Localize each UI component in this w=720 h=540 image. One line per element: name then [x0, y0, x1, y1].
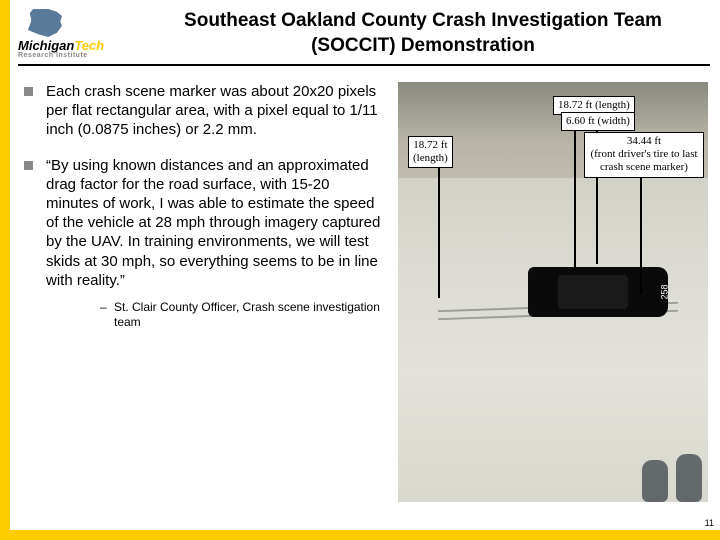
logo-text: MichiganTech Research Institute	[18, 39, 136, 59]
callout-line: (front driver's tire to last crash scene…	[589, 148, 699, 174]
slide-title: Southeast Oakland County Crash Investiga…	[136, 9, 710, 58]
logo-subtitle: Research Institute	[18, 52, 136, 59]
vehicle	[528, 267, 668, 317]
logo: MichiganTech Research Institute	[18, 8, 136, 60]
figure-person-shadow	[676, 454, 702, 502]
slide-header: MichiganTech Research Institute Southeas…	[18, 8, 710, 60]
bullet-list: Each crash scene marker was about 20x20 …	[24, 82, 386, 522]
logo-word-2: Tech	[74, 38, 104, 53]
figure-person-shadow	[642, 460, 668, 502]
leader-line	[574, 126, 576, 268]
logo-word-1: Michigan	[18, 38, 74, 53]
figure-pavement	[398, 178, 708, 502]
callout-line: (length)	[413, 152, 448, 165]
callout-width: 6.60 ft (width)	[561, 112, 635, 131]
callout-line: 18.72 ft	[413, 139, 448, 152]
bullet-item: Each crash scene marker was about 20x20 …	[24, 82, 386, 140]
callout-length-2: 18.72 ft (length)	[408, 136, 453, 168]
page-number: 11	[705, 518, 714, 528]
bullet-item: “By using known distances and an approxi…	[24, 156, 386, 290]
leader-line	[438, 166, 440, 298]
callout-line: 34.44 ft	[589, 135, 699, 148]
quote-attribution: St. Clair County Officer, Crash scene in…	[24, 300, 386, 331]
leader-line	[640, 174, 642, 294]
accent-bar-left	[0, 0, 10, 540]
accent-bar-bottom	[0, 530, 720, 540]
content-area: Each crash scene marker was about 20x20 …	[24, 82, 710, 522]
callout-distance: 34.44 ft (front driver's tire to last cr…	[584, 132, 704, 178]
logo-state-icon	[28, 9, 62, 37]
aerial-figure: 18.72 ft (length) 6.60 ft (width) 18.72 …	[398, 82, 708, 502]
header-rule	[18, 64, 710, 66]
